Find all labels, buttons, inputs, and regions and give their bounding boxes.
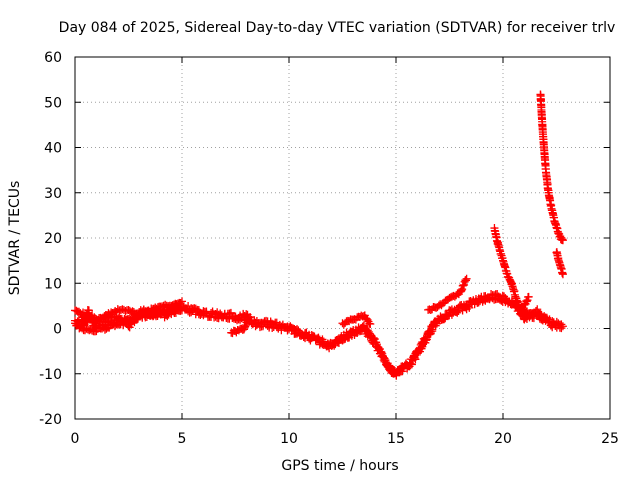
x-tick-label: 10 [280,431,298,447]
x-tick-label: 25 [601,431,619,447]
series-bump_21h [516,292,533,319]
data-point [462,274,471,283]
y-tick-label: 0 [53,322,62,338]
data-point [558,236,567,245]
x-tick-label: 5 [178,431,187,447]
data-point [558,322,567,331]
data-point [372,338,381,347]
chart-title: Day 084 of 2025, Sidereal Day-to-day VTE… [59,20,616,36]
grid [75,57,610,419]
y-tick-label: 40 [44,141,62,157]
x-axis-label: GPS time / hours [281,458,398,474]
series-tail_22h [552,248,567,279]
data-point [244,315,253,324]
y-axis-label: SDTVAR / TECUs [7,181,23,296]
data-point [524,292,533,301]
series-rise_18h [424,274,471,314]
axis-ticks: 0 5 10 15 20 25 -20 -10 0 10 20 30 40 50 60 [39,50,619,447]
y-tick-label: 10 [44,276,62,292]
x-tick-label: 0 [71,431,80,447]
data-point [330,341,339,350]
data-point [410,353,419,362]
series-arc_early_b [75,305,186,336]
data-point [294,326,303,335]
data-point [369,333,378,342]
data-point [558,270,567,279]
data-point [417,344,426,353]
data-point [359,321,368,330]
x-tick-label: 15 [387,431,405,447]
y-tick-label: 30 [44,186,62,202]
y-tick-label: 60 [44,50,62,66]
series-rise_21h [520,305,546,323]
data-point [178,306,186,315]
y-tick-label: -10 [39,367,62,383]
data-point [380,354,389,363]
x-tick-label: 20 [494,431,512,447]
data-point [422,335,431,344]
data-point [366,319,375,328]
data-point [536,310,545,319]
data-point [537,310,546,319]
data-point [176,298,185,307]
data-point [533,305,542,314]
data-point [407,360,416,369]
series-spike_22h [536,90,567,245]
y-tick-label: 20 [44,231,62,247]
data-point [236,315,245,324]
data-point [178,297,186,306]
data-point [428,327,437,336]
data-point [363,315,372,324]
series-ridge_13h [338,311,375,329]
y-tick-label: -20 [39,412,62,428]
series-band_early [71,290,567,380]
data-point [557,324,566,333]
y-tick-label: 50 [44,95,62,111]
data-series [71,90,567,380]
series-spur_8h [227,315,253,338]
data-point [385,361,394,370]
